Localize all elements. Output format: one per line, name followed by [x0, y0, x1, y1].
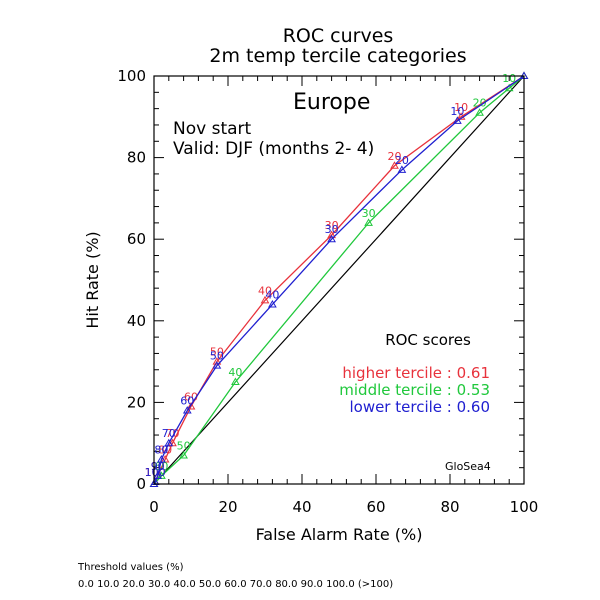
data-point-marker: [157, 455, 166, 463]
chart-subtitle: 2m temp tercile categories: [209, 45, 466, 67]
region-label: Europe: [293, 90, 370, 115]
threshold-label: 80: [154, 444, 168, 457]
y-tick-label: 60: [127, 230, 146, 248]
data-point-marker: [453, 116, 462, 124]
model-label: GloSea4: [445, 460, 491, 473]
data-point-marker: [390, 161, 399, 169]
threshold-values: 0.0 10.0 20.0 30.0 40.0 50.0 60.0 70.0 8…: [78, 579, 394, 590]
x-tick-labels: 0 20 40 60 80 100: [149, 498, 538, 516]
roc-score-higher: higher tercile : 0.61: [342, 364, 490, 382]
threshold-label: 50: [177, 439, 191, 452]
data-point-marker: [364, 218, 373, 226]
roc-score-lower: lower tercile : 0.60: [349, 398, 490, 416]
valid-label: Valid: DJF (months 2- 4): [173, 139, 374, 159]
threshold-label: 70: [162, 427, 176, 440]
data-point-marker: [212, 361, 222, 369]
x-tick-label: 60: [366, 498, 385, 516]
threshold-label: 30: [325, 219, 339, 232]
x-tick-label: 20: [218, 498, 237, 516]
y-tick-label: 0: [136, 475, 146, 493]
series-middle: 10 20 30 40 50 60: [149, 71, 529, 487]
data-point-marker: [212, 357, 222, 365]
threshold-label: 100: [145, 466, 166, 479]
threshold-label: 10: [454, 101, 468, 114]
data-point-marker: [268, 299, 277, 308]
threshold-label: 30: [325, 223, 339, 236]
data-point-marker: [456, 112, 466, 120]
data-point-marker: [179, 450, 188, 459]
series-line-lower: [153, 75, 525, 485]
chart-title: ROC curves: [283, 25, 394, 47]
threshold-title: Threshold values (%): [78, 562, 184, 573]
threshold-label: 50: [210, 346, 224, 359]
series-line-middle: [153, 75, 525, 485]
plot-area: 1020304050607080901001020304050601020304…: [145, 71, 529, 487]
x-axis-label: False Alarm Rate (%): [256, 525, 423, 544]
y-tick-label: 20: [127, 393, 146, 411]
data-point-marker: [327, 230, 336, 239]
data-point-marker: [260, 295, 270, 304]
x-tick-label: 40: [292, 498, 311, 516]
threshold-label: 40: [258, 284, 272, 297]
data-point-marker: [475, 108, 484, 116]
data-point-marker: [186, 401, 196, 410]
data-point-marker: [153, 471, 163, 479]
threshold-label: 60: [180, 395, 194, 408]
start-label: Nov start: [173, 119, 252, 139]
threshold-label: 100: [145, 466, 166, 479]
threshold-label: 20: [388, 150, 402, 163]
threshold-label: 40: [265, 288, 279, 301]
threshold-label: 60: [154, 460, 168, 473]
threshold-label: 20: [395, 154, 409, 167]
threshold-label: 10: [450, 105, 464, 118]
data-point-marker: [397, 165, 407, 173]
x-tick-label: 0: [149, 498, 159, 516]
diagonal-no-skill-line: [153, 75, 525, 485]
y-tick-label: 80: [127, 149, 146, 167]
y-tick-label: 100: [117, 67, 146, 85]
roc-series: 1020304050607080901001020304050601020304…: [145, 71, 529, 487]
threshold-label: 50: [210, 350, 224, 363]
roc-scores-heading: ROC scores: [385, 331, 471, 349]
data-point-marker: [182, 406, 192, 414]
plot-frame: [153, 75, 525, 485]
y-tick-labels: 0 20 40 60 80 100: [117, 67, 146, 493]
data-point-marker: [231, 377, 240, 385]
data-point-marker: [327, 234, 336, 243]
y-tick-label: 40: [127, 312, 146, 330]
threshold-label: 30: [362, 207, 376, 220]
data-point-marker: [164, 438, 174, 447]
roc-score-middle: middle tercile : 0.53: [339, 381, 490, 399]
x-tick-label: 100: [510, 498, 539, 516]
threshold-label: 20: [473, 97, 487, 110]
y-axis-label: Hit Rate (%): [83, 231, 102, 328]
threshold-label: 40: [228, 366, 242, 379]
x-tick-label: 80: [440, 498, 459, 516]
